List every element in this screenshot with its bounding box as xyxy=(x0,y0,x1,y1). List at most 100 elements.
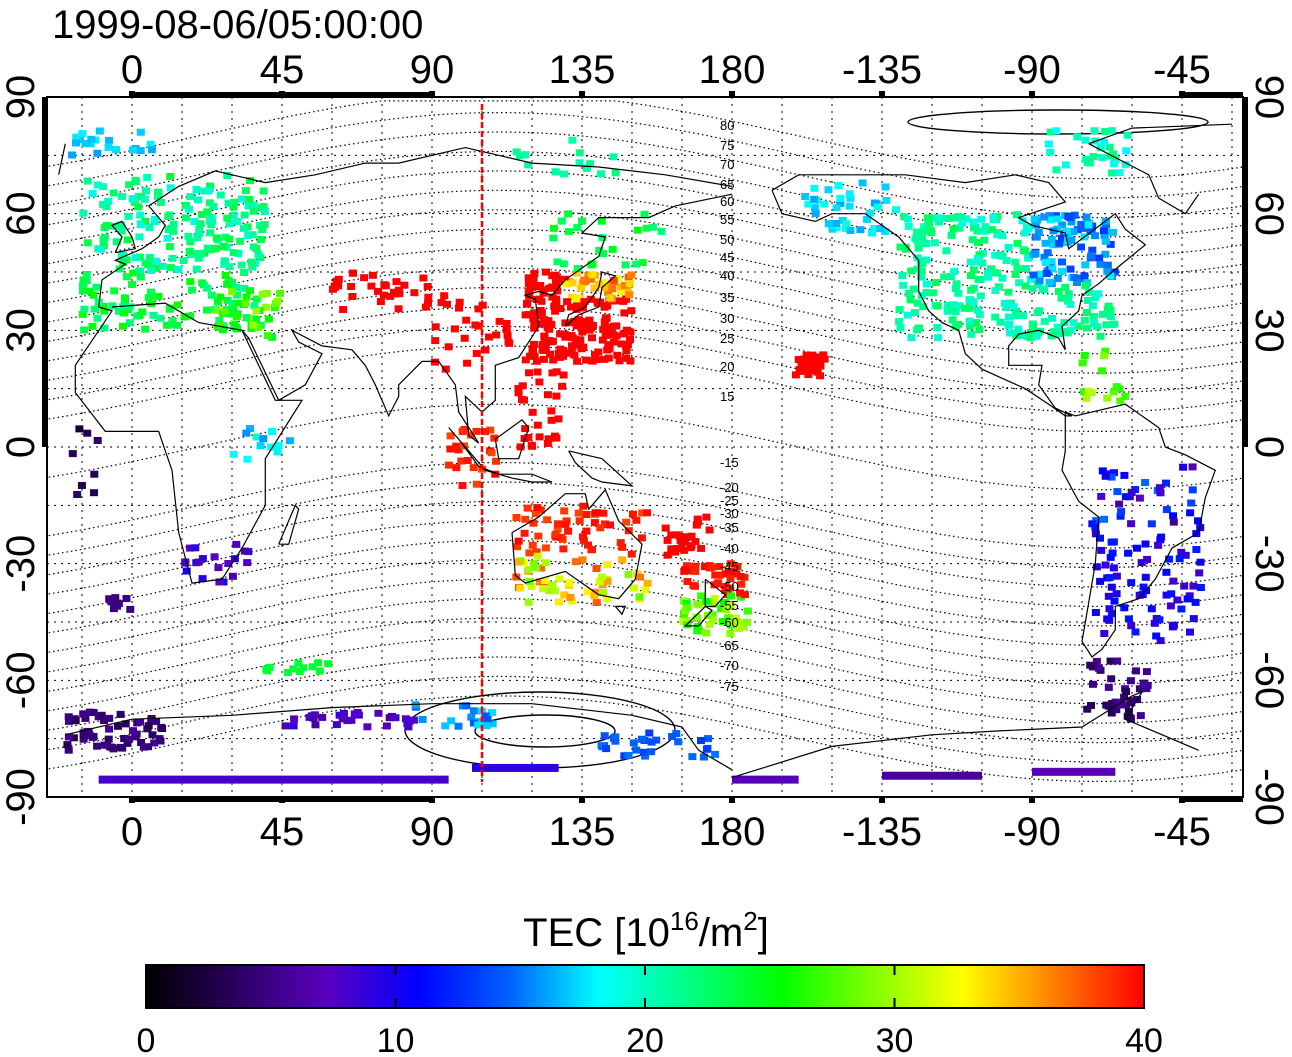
tec-cell xyxy=(1103,305,1112,313)
tec-cell xyxy=(549,234,558,242)
bottom-lon-label: 45 xyxy=(260,810,305,854)
tec-cell xyxy=(311,721,320,729)
coastline xyxy=(568,450,634,487)
tec-cell xyxy=(1035,277,1044,285)
top-lon-label: 180 xyxy=(699,48,766,92)
tec-cell xyxy=(983,273,992,281)
tec-cell xyxy=(81,140,90,147)
tec-cell xyxy=(920,227,929,235)
tec-cell xyxy=(949,225,958,233)
tec-cell xyxy=(1102,321,1111,329)
tec-cell xyxy=(567,348,576,355)
tec-cell xyxy=(640,210,649,218)
tec-cell xyxy=(195,225,204,233)
tec-cell xyxy=(1124,549,1133,557)
tec-cell xyxy=(83,429,92,437)
bottom-lon-label: 135 xyxy=(549,810,616,854)
tec-cell xyxy=(622,354,631,362)
tec-cell xyxy=(467,713,476,721)
tec-cell xyxy=(1084,387,1093,395)
tec-cell xyxy=(244,232,253,239)
tec-cell xyxy=(1169,621,1178,629)
tec-cell xyxy=(229,249,238,257)
tec-cell xyxy=(168,320,177,328)
tec-cell xyxy=(922,288,931,296)
tec-cell xyxy=(79,287,87,295)
tec-cell xyxy=(1029,271,1038,279)
tec-cell xyxy=(203,208,212,216)
tec-cell xyxy=(1033,309,1042,317)
tec-cell xyxy=(1080,352,1089,359)
tec-cell xyxy=(441,722,450,730)
tec-cell xyxy=(588,357,597,365)
tec-cell xyxy=(165,243,174,251)
tec-cell xyxy=(220,261,229,268)
tec-cell xyxy=(1028,320,1037,328)
tec-cell xyxy=(1077,243,1086,251)
tec-cell xyxy=(458,482,467,489)
tec-cell xyxy=(601,332,610,339)
tec-cell xyxy=(627,271,636,279)
tec-cell xyxy=(229,203,238,211)
tec-cell xyxy=(1006,329,1015,337)
tec-cell xyxy=(382,722,391,730)
tec-cell xyxy=(977,215,986,223)
tec-cell xyxy=(604,289,613,297)
tec-cell xyxy=(112,146,121,154)
coastline xyxy=(614,605,627,616)
tec-cell xyxy=(212,234,221,242)
tec-cell xyxy=(917,273,926,281)
tec-cell xyxy=(315,667,324,675)
tec-cell xyxy=(1081,136,1090,144)
tec-cell xyxy=(983,269,992,277)
tec-cell xyxy=(868,229,877,237)
tec-cell xyxy=(174,266,183,273)
tec-cell xyxy=(1150,619,1159,627)
tec-cell xyxy=(1121,393,1130,400)
tec-cell xyxy=(552,392,561,400)
tec-cell xyxy=(1093,290,1102,298)
tec-cell xyxy=(154,188,163,196)
contour-label: -70 xyxy=(720,658,739,673)
tec-cell xyxy=(347,283,356,290)
tec-cell xyxy=(65,717,73,725)
bottom-lon-label: -45 xyxy=(1153,810,1211,854)
tec-cell xyxy=(1021,282,1030,290)
tec-cell xyxy=(158,262,167,270)
tec-cell xyxy=(1001,299,1009,307)
right-latitude-labels: 90 60 30 0 -30 -60 -90 xyxy=(1247,75,1291,826)
tec-cell xyxy=(147,146,156,154)
tec-cell xyxy=(93,149,102,157)
tec-cell xyxy=(1106,240,1115,248)
tec-cell xyxy=(1078,359,1087,367)
tec-cell xyxy=(802,351,811,359)
tec-band xyxy=(98,775,449,784)
tec-cell xyxy=(524,598,533,606)
tec-cell xyxy=(440,292,449,300)
tec-cell xyxy=(597,170,605,178)
tec-cell xyxy=(565,578,574,586)
tec-cell xyxy=(380,281,389,289)
tec-cell xyxy=(1061,161,1070,169)
tec-cell xyxy=(308,663,317,671)
coastline xyxy=(110,220,137,254)
tec-cell xyxy=(543,391,552,399)
tec-cell xyxy=(276,289,284,297)
tec-cell xyxy=(1005,313,1013,321)
tec-cell xyxy=(1046,128,1055,136)
tec-cell xyxy=(950,267,959,275)
tec-cell xyxy=(1067,236,1076,244)
tec-cell xyxy=(697,737,705,744)
tec-cell xyxy=(1058,258,1066,266)
tec-cell xyxy=(1092,563,1101,571)
colorbar-tick-label: 40 xyxy=(1125,1022,1163,1057)
tec-cell xyxy=(1069,319,1078,327)
tec-cell xyxy=(100,741,109,749)
tec-cell xyxy=(181,201,190,209)
tec-cell xyxy=(102,203,111,211)
tec-cell xyxy=(216,321,225,329)
tec-cell xyxy=(663,551,672,559)
tec-cell xyxy=(334,275,343,283)
tec-cell xyxy=(1122,147,1131,155)
tec-cell xyxy=(71,717,80,725)
